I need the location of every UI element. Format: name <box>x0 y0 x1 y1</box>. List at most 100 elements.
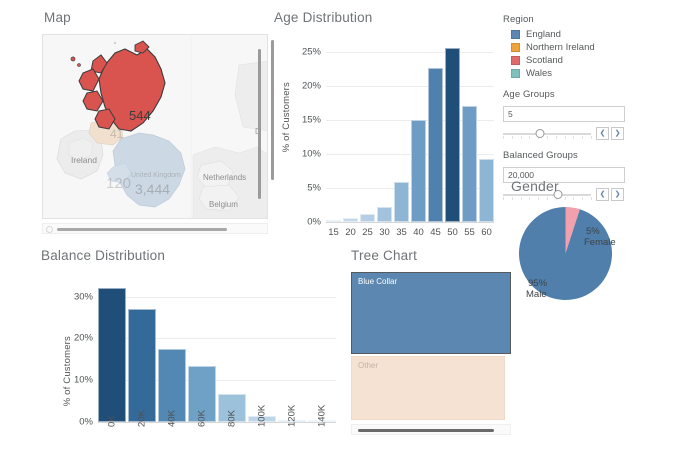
chevron-left-icon[interactable]: ❮ <box>596 188 609 201</box>
map-horizontal-scrollbar-thumb[interactable] <box>57 228 227 231</box>
chevron-right-icon[interactable]: ❯ <box>611 188 624 201</box>
legend-item-scotland[interactable]: Scotland <box>511 55 679 66</box>
bar[interactable] <box>462 106 477 222</box>
balance-chart-plot[interactable]: 0% 10% 20% 30% 0K 20K 40K 60K 80K 100K 120K 140K <box>74 280 336 428</box>
slider-handle[interactable] <box>535 128 545 138</box>
pie-slice-female[interactable] <box>565 207 580 254</box>
legend-swatch-icon <box>511 56 520 65</box>
x-axis-tick-label: 60K <box>196 410 208 427</box>
map-horizontal-scrollbar[interactable] <box>42 223 268 234</box>
bar-column: 60K <box>188 280 216 427</box>
bar-series: 0K 20K 40K 60K 80K 100K 120K 140K <box>98 280 336 427</box>
bar-column: 40K <box>158 280 186 427</box>
bar[interactable] <box>394 181 409 222</box>
bar-column: 30 <box>377 38 392 238</box>
axis-baseline <box>326 222 494 223</box>
bar[interactable] <box>411 119 426 222</box>
bar-column: 100K <box>248 280 276 427</box>
legend-item-northern-ireland[interactable]: Northern Ireland <box>511 42 679 53</box>
bar-column: 15 <box>326 38 341 238</box>
x-axis-tick-label: 15 <box>328 227 339 238</box>
legend-swatch-icon <box>511 69 520 78</box>
bar[interactable] <box>326 219 341 222</box>
bar[interactable] <box>218 394 246 422</box>
bar-column: 55 <box>462 38 477 238</box>
bar-column: 60 <box>479 38 494 238</box>
bar[interactable] <box>377 207 392 222</box>
x-axis-tick-label: 120K <box>286 404 298 427</box>
controls-panel: Region England Northern Ireland Scotland Wa… <box>503 14 679 201</box>
bar-column: 50 <box>445 38 460 238</box>
age-chart-plot[interactable]: 0% 5% 10% 15% 20% 25% 15 20 25 30 35 40 45 50 55 60 <box>302 38 494 238</box>
chevron-right-icon[interactable]: ❯ <box>611 127 624 140</box>
y-axis-tick-label: 5% <box>307 182 321 194</box>
map-label-england-left: 120 <box>106 175 132 192</box>
tree-chart-title: Tree Chart <box>351 248 418 263</box>
x-axis-tick-label: 100K <box>256 404 268 427</box>
map-view[interactable]: 544 41 120 United Kingdom 3,444 Ireland … <box>42 34 268 219</box>
pie-slice-male[interactable] <box>519 207 612 300</box>
tree-chart-view[interactable]: Blue Collar Other <box>351 272 511 420</box>
gridline <box>326 85 494 87</box>
bar[interactable] <box>248 415 276 422</box>
control-value-input[interactable] <box>503 106 625 122</box>
gridline <box>326 119 494 121</box>
legend-item-label: England <box>526 29 561 40</box>
control-slider[interactable] <box>503 189 592 201</box>
bar[interactable] <box>158 348 186 422</box>
bar[interactable] <box>428 68 443 222</box>
slider-ticks <box>503 135 592 139</box>
region-legend: England Northern Ireland Scotland Wales <box>503 29 679 79</box>
y-axis-tick-label: 15% <box>301 114 321 126</box>
bar[interactable] <box>188 366 216 422</box>
tree-chart-scrollbar[interactable] <box>351 424 511 435</box>
slider-track[interactable] <box>503 132 591 135</box>
gridline <box>98 296 336 298</box>
parameter-controls: Age Groups❮❯Balanced Groups❮❯ <box>503 89 679 201</box>
control-slider[interactable] <box>503 128 592 140</box>
control-slider-row: ❮ ❯ <box>503 127 679 140</box>
tree-cell-blue-collar-label: Blue Collar <box>358 277 398 286</box>
bar[interactable] <box>278 419 306 422</box>
chevron-left-icon[interactable]: ❮ <box>596 127 609 140</box>
bar[interactable] <box>343 217 358 222</box>
map-title: Map <box>44 10 71 25</box>
map-vertical-scrollbar[interactable] <box>256 45 263 207</box>
age-chart-scrollbar-thumb[interactable] <box>271 40 274 180</box>
control-group-balanced-groups: Balanced Groups ❮❯ <box>503 150 679 201</box>
map-label-germany: D <box>255 127 261 136</box>
x-axis-tick-label: 40K <box>166 410 178 427</box>
control-value-input[interactable] <box>503 167 625 183</box>
legend-item-wales[interactable]: Wales <box>511 68 679 79</box>
map-vertical-scrollbar-thumb[interactable] <box>258 49 261 199</box>
gender-pie-chart[interactable]: 5% Female 95% Male <box>518 206 616 301</box>
gridline <box>98 338 336 340</box>
slider-handle[interactable] <box>553 189 563 199</box>
gridline <box>326 187 494 189</box>
x-axis-tick-label: 0K <box>106 415 118 427</box>
map-label-netherlands: Netherlands <box>203 173 247 182</box>
legend-item-england[interactable]: England <box>511 29 679 40</box>
y-axis-tick-label: 10% <box>301 148 321 160</box>
bar[interactable] <box>308 420 336 422</box>
map-canvas[interactable]: 544 41 120 United Kingdom 3,444 Ireland … <box>43 35 267 218</box>
bar[interactable] <box>479 158 494 222</box>
tree-cell-other[interactable]: Other <box>351 356 505 420</box>
gender-pie-svg[interactable] <box>518 206 613 301</box>
legend-item-label: Wales <box>526 68 553 79</box>
tree-cell-blue-collar[interactable]: Blue Collar <box>351 272 511 354</box>
bar[interactable] <box>445 48 460 222</box>
gridline <box>326 153 494 155</box>
bar[interactable] <box>128 309 156 422</box>
bar[interactable] <box>360 213 375 222</box>
y-axis-tick-label: 0% <box>307 216 321 228</box>
bar-column: 40 <box>411 38 426 238</box>
bar-series: 15 20 25 30 35 40 45 50 55 60 <box>326 38 494 238</box>
bar[interactable] <box>98 288 126 422</box>
x-axis-tick-label: 60 <box>481 227 492 238</box>
tree-chart-scrollbar-thumb[interactable] <box>358 429 494 432</box>
slider-track[interactable] <box>503 193 591 196</box>
balance-distribution-title: Balance Distribution <box>41 248 166 263</box>
age-chart-scrollbar[interactable] <box>270 40 276 180</box>
map-scrollbar-endcap <box>46 226 53 233</box>
